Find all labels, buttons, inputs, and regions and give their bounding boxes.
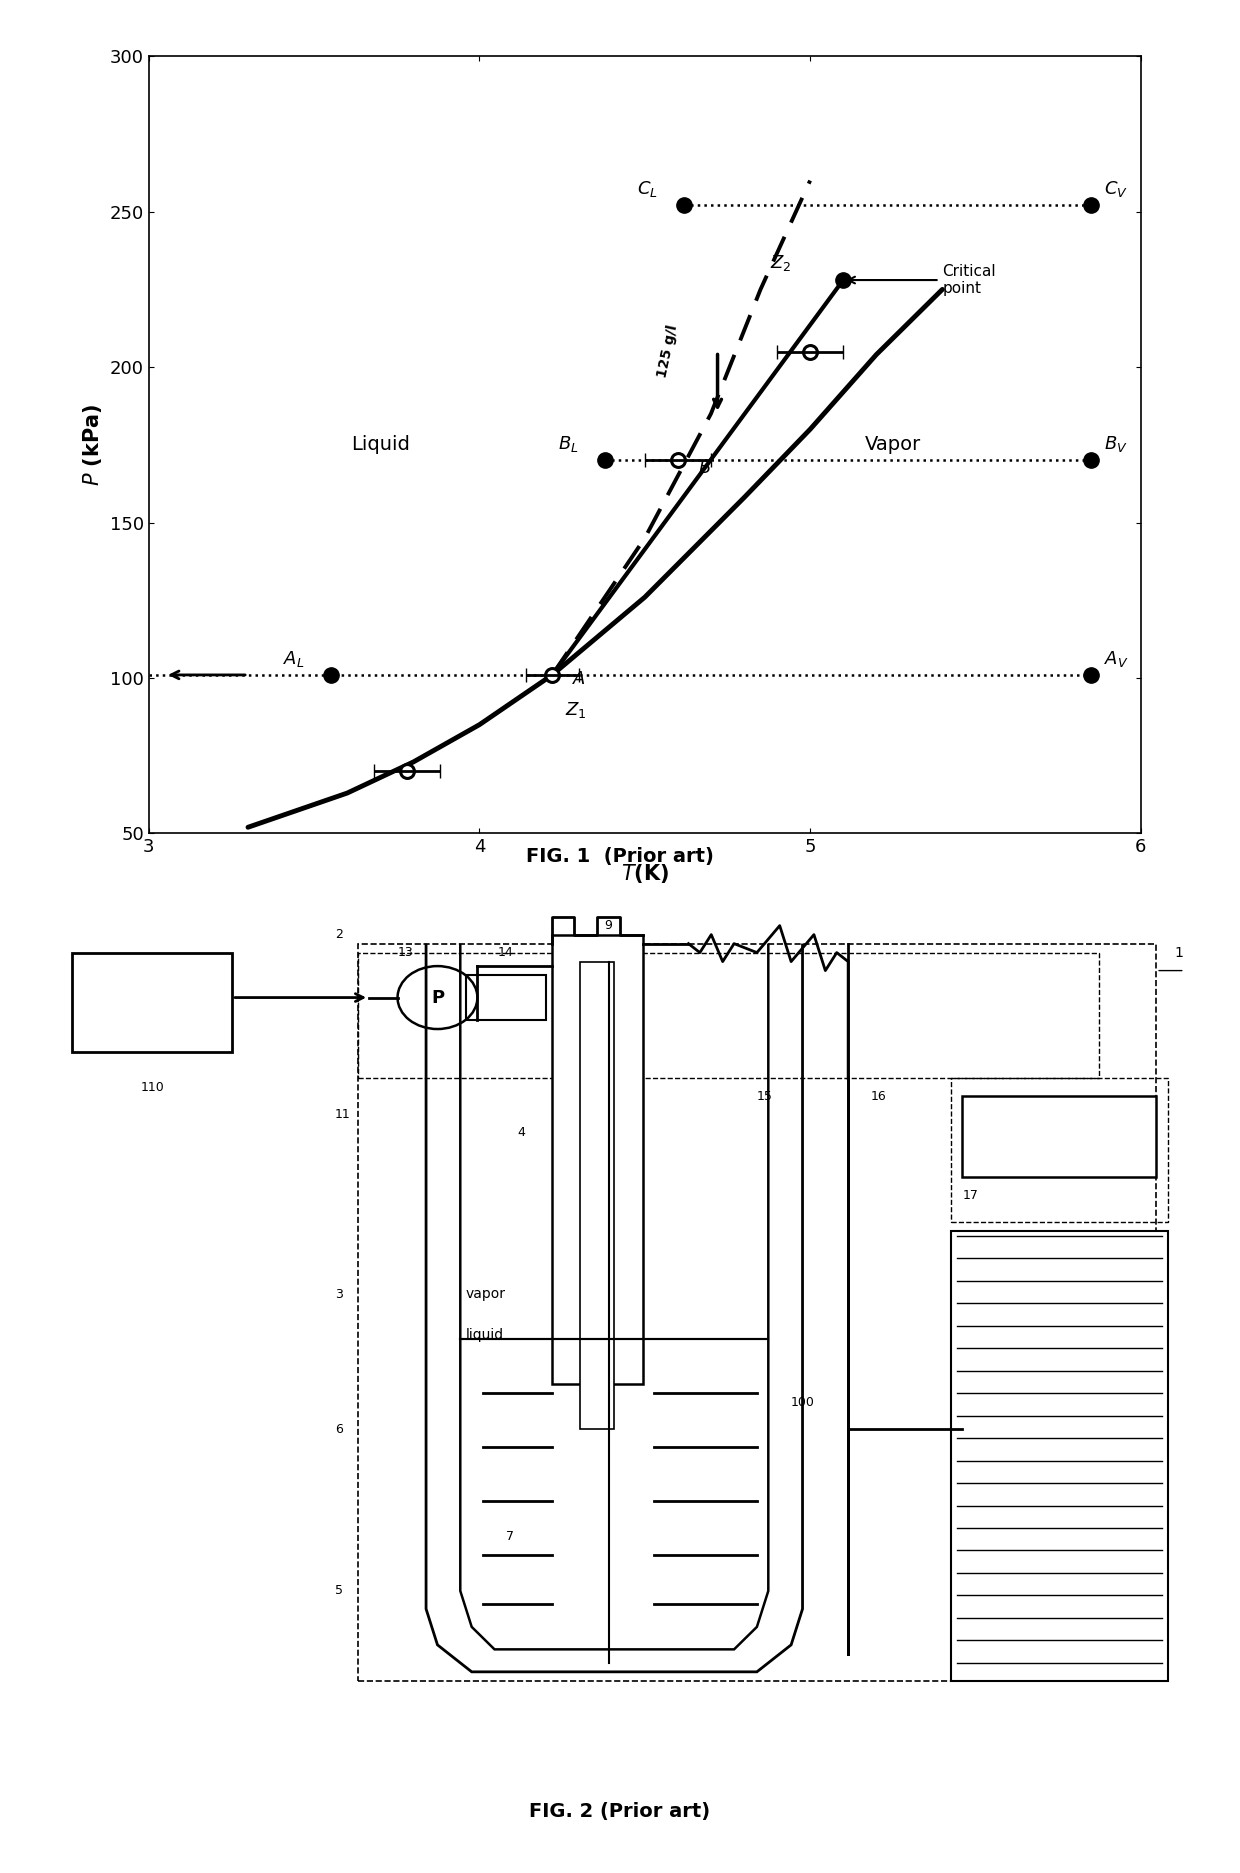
Text: 18: 18 — [1050, 1129, 1068, 1144]
Text: 9: 9 — [605, 920, 613, 933]
Bar — [951, 1079, 1168, 1223]
Text: $Z_2$: $Z_2$ — [770, 253, 792, 273]
Text: 17: 17 — [962, 1189, 978, 1202]
Text: 4: 4 — [517, 1126, 526, 1139]
Bar — [962, 1096, 1156, 1178]
Text: 6: 6 — [335, 1423, 342, 1435]
Text: 13: 13 — [398, 946, 413, 959]
Bar — [357, 953, 1099, 1079]
Text: $A$: $A$ — [572, 671, 587, 687]
Text: Critical
point: Critical point — [848, 264, 996, 296]
Bar — [72, 953, 232, 1051]
Y-axis label: $\mathit{P}$ (kPa): $\mathit{P}$ (kPa) — [81, 403, 104, 487]
Text: 3: 3 — [335, 1289, 342, 1300]
Text: 16: 16 — [870, 1090, 887, 1103]
Bar — [552, 935, 642, 1384]
Bar — [357, 944, 1156, 1680]
Text: $B_L$: $B_L$ — [558, 435, 579, 453]
Text: $B_V$: $B_V$ — [1105, 435, 1128, 453]
Text: 7: 7 — [506, 1530, 513, 1543]
Text: 8: 8 — [598, 1386, 605, 1399]
Text: vapor: vapor — [466, 1287, 506, 1302]
Text: $C_L$: $C_L$ — [637, 180, 658, 199]
Text: 2: 2 — [335, 929, 342, 940]
Text: 11: 11 — [335, 1109, 351, 1120]
Text: $B$: $B$ — [698, 459, 711, 478]
Text: 10: 10 — [585, 1171, 601, 1184]
Text: $A_V$: $A_V$ — [1105, 648, 1130, 669]
Text: 15: 15 — [756, 1090, 773, 1103]
Bar — [580, 961, 614, 1429]
Text: Vapor: Vapor — [864, 435, 921, 455]
Text: Liquid: Liquid — [351, 435, 409, 455]
Text: 100: 100 — [791, 1395, 815, 1408]
Text: 125 g/l: 125 g/l — [656, 324, 681, 380]
Bar — [466, 976, 546, 1021]
Text: 12: 12 — [557, 1045, 573, 1058]
Text: 14: 14 — [498, 946, 513, 959]
Text: 1: 1 — [1174, 946, 1183, 959]
Bar — [951, 1231, 1168, 1680]
Text: 110: 110 — [140, 1081, 164, 1094]
Text: P: P — [432, 989, 444, 1006]
X-axis label: $\mathit{T}$(K): $\mathit{T}$(K) — [621, 862, 668, 884]
Text: $C_V$: $C_V$ — [1105, 180, 1128, 199]
Text: liquid: liquid — [466, 1328, 505, 1341]
Text: 5: 5 — [335, 1585, 342, 1598]
Text: FIG. 2 (Prior art): FIG. 2 (Prior art) — [529, 1802, 711, 1821]
Text: FIG. 1  (Prior art): FIG. 1 (Prior art) — [526, 847, 714, 865]
Text: $A_L$: $A_L$ — [283, 648, 304, 669]
Text: $Z_1$: $Z_1$ — [565, 701, 587, 721]
